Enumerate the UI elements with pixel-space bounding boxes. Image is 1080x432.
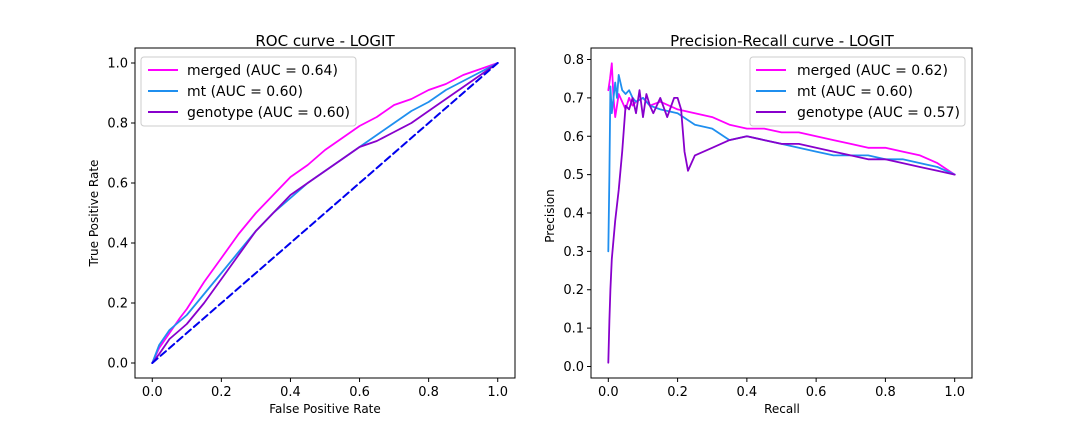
pr-title: Precision-Recall curve - LOGIT [670,32,895,50]
pr-series-layer [607,62,956,364]
pr-x-tick-label: 0.2 [667,385,688,400]
pr-plot-frame [590,47,973,379]
pr-legend-label-merged: merged (AUC = 0.62) [797,63,948,79]
roc-legend-label-merged: merged (AUC = 0.64) [187,63,338,79]
roc-legend: merged (AUC = 0.64) mt (AUC = 0.60) geno… [140,56,357,127]
pr-y-tick-label: 0.2 [563,283,584,298]
pr-x-tick-label: 0.8 [875,385,896,400]
pr-series-line-mt [607,74,956,253]
pr-y-label: Precision [543,189,557,243]
roc-series-layer [151,62,499,364]
roc-x-tick-label: 0.4 [280,385,301,400]
roc-x-label: False Positive Rate [269,402,381,416]
pr-x-tick-label: 0.4 [737,385,758,400]
pr-x-label: Recall [764,402,800,416]
roc-series-line-diagonal-reference [151,62,499,364]
roc-y-tick-label: 0.6 [107,177,128,192]
roc-x-tick-label: 0.2 [211,385,232,400]
pr-series-line-merged [607,62,956,176]
pr-legend-box [749,56,966,127]
roc-title: ROC curve - LOGIT [255,32,395,50]
roc-x-tick-label: 1.0 [487,385,508,400]
roc-series-line-merged [151,62,499,364]
roc-series-line-genotype [151,62,499,364]
pr-y-tick-label: 0.5 [563,168,584,183]
roc-y-tick-label: 0.4 [107,237,128,252]
pr-y-ticks: 0.0 0.1 0.2 0.3 0.4 0.5 0.6 0.7 0.8 [563,53,591,375]
pr-y-tick-label: 0.1 [563,322,584,337]
pr-x-tick-label: 0.0 [598,385,619,400]
pr-x-tick-label: 1.0 [944,385,965,400]
roc-x-tick-label: 0.8 [418,385,439,400]
pr-legend: merged (AUC = 0.62) mt (AUC = 0.60) geno… [749,56,966,127]
pr-y-tick-label: 0.4 [563,207,584,222]
roc-x-tick-label: 0.6 [349,385,370,400]
roc-x-ticks: 0.0 0.2 0.4 0.6 0.8 1.0 [142,378,508,400]
pr-legend-label-genotype: genotype (AUC = 0.57) [797,105,960,121]
pr-y-tick-label: 0.6 [563,130,584,145]
roc-y-ticks: 0.0 0.2 0.4 0.6 0.8 1.0 [107,57,135,372]
pr-series-line-genotype [607,89,956,364]
roc-chart: ROC curve - LOGIT 0.0 0.2 0.4 0.6 0.8 1.0 0.0… [87,32,516,416]
pr-y-tick-label: 0.0 [563,360,584,375]
roc-legend-box [140,56,357,127]
pr-y-tick-label: 0.3 [563,245,584,260]
roc-legend-label-genotype: genotype (AUC = 0.60) [187,105,350,121]
roc-y-tick-label: 0.8 [107,117,128,132]
pr-y-tick-label: 0.8 [563,53,584,68]
pr-x-ticks: 0.0 0.2 0.4 0.6 0.8 1.0 [598,378,965,400]
pr-y-tick-label: 0.7 [563,91,584,106]
roc-plot-frame [134,47,516,379]
pr-chart: Precision-Recall curve - LOGIT 0.0 0.2 0.4… [543,32,973,416]
roc-y-tick-label: 0.0 [107,357,128,372]
roc-y-tick-label: 0.2 [107,297,128,312]
roc-x-tick-label: 0.0 [142,385,163,400]
pr-legend-label-mt: mt (AUC = 0.60) [797,84,913,100]
roc-legend-label-mt: mt (AUC = 0.60) [187,84,303,100]
pr-x-tick-label: 0.6 [806,385,827,400]
roc-y-label: True Positive Rate [87,160,101,268]
roc-y-tick-label: 1.0 [107,57,128,72]
